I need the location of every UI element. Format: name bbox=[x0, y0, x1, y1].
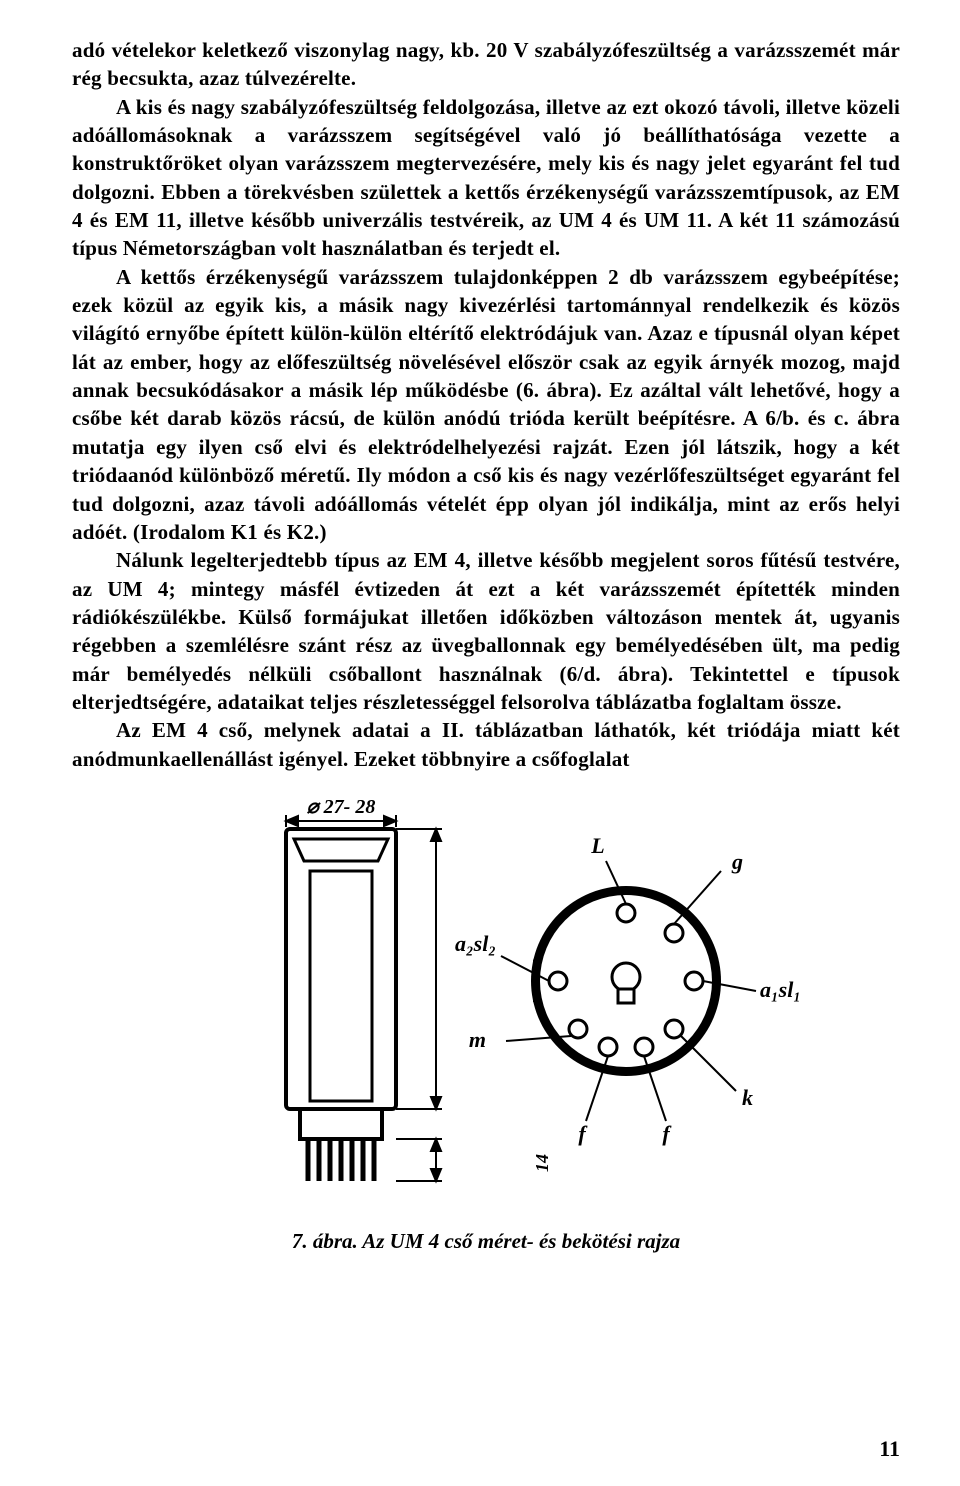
dim-top: ⌀ 27- 28 bbox=[307, 796, 376, 818]
label-f: f bbox=[578, 1121, 588, 1146]
label-f2: f bbox=[662, 1121, 672, 1146]
paragraph-2: A kis és nagy szabályzófeszültség feldol… bbox=[72, 93, 900, 263]
label-g: g bbox=[731, 849, 743, 874]
paragraph-3: A kettős érzékenységű varázsszem tulajdo… bbox=[72, 263, 900, 546]
label-a2sl2: a₂sl₂ bbox=[455, 931, 496, 956]
label-k: k bbox=[742, 1085, 753, 1110]
figure-7: ⌀ 27- 28 bbox=[72, 791, 900, 1255]
label-L: L bbox=[590, 833, 604, 858]
paragraph-5: Az EM 4 cső, melynek adatai a II. tábláz… bbox=[72, 716, 900, 773]
label-m: m bbox=[469, 1027, 486, 1052]
paragraph-4: Nálunk legelterjedtebb típus az EM 4, il… bbox=[72, 546, 900, 716]
paragraph-1: adó vételekor keletkező viszonylag nagy,… bbox=[72, 36, 900, 93]
dim-pins: 14 bbox=[532, 1154, 552, 1172]
figure-7-svg: ⌀ 27- 28 bbox=[166, 791, 806, 1221]
label-a1sl1: a₁sl₁ bbox=[760, 977, 801, 1002]
page-number: 11 bbox=[879, 1434, 900, 1464]
figure-7-caption: 7. ábra. Az UM 4 cső méret- és bekötési … bbox=[72, 1227, 900, 1255]
